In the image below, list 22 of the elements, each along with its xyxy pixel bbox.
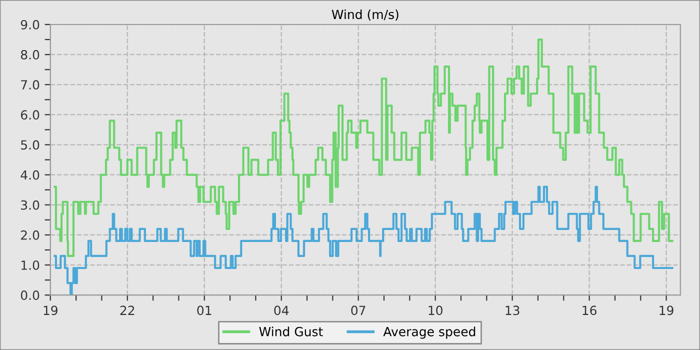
- y-tick-label: 6.0: [20, 110, 40, 120]
- y-tick-label: 5.0: [21, 140, 40, 150]
- y-tick-label: 1.0: [21, 260, 40, 270]
- chart-title: Wind (m/s): [332, 9, 398, 21]
- y-tick-label: 0.0: [20, 290, 40, 300]
- legend-label: Average speed: [383, 326, 476, 339]
- x-tick-label: 04: [274, 306, 289, 316]
- x-tick-label: 16: [582, 306, 596, 316]
- x-tick-label: 07: [351, 306, 366, 316]
- y-tick-label: 4.0: [20, 170, 40, 180]
- y-tick-label: 7.0: [21, 80, 40, 90]
- x-tick-label: 19: [660, 306, 674, 316]
- x-tick-label: 13: [506, 306, 520, 316]
- x-tick-label: 01: [197, 306, 212, 316]
- x-tick-label: 19: [44, 306, 58, 316]
- y-tick-label: 2.0: [21, 230, 40, 240]
- y-tick-label: 3.0: [21, 200, 40, 210]
- y-tick-label: 8.0: [20, 50, 40, 60]
- x-tick-label: 22: [120, 306, 134, 315]
- legend-label: Wind Gust: [259, 326, 323, 336]
- y-tick-label: 9.0: [20, 20, 40, 30]
- x-tick-label: 10: [428, 306, 442, 316]
